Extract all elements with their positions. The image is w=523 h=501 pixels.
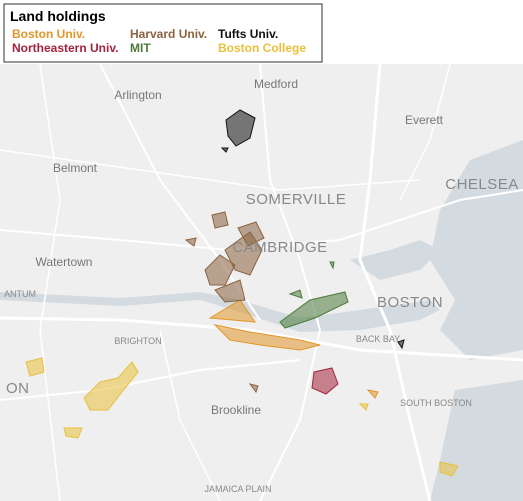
place-label: BACK BAY [356,334,400,344]
water [0,140,523,501]
holding-parcel [214,279,246,303]
land [0,64,523,501]
holdings [25,109,459,477]
legend-entry: Boston Univ. [12,27,85,41]
holding-parcel [225,109,256,147]
holding-parcel [83,361,139,411]
legend-entry: Tufts Univ. [218,27,278,41]
place-label: SOUTH BOSTON [400,398,472,408]
holding-parcel [208,299,257,323]
place-label: Brookline [211,403,261,417]
holding-parcel [439,461,459,477]
holding-parcel [237,221,265,247]
legend-entry: Harvard Univ. [130,27,207,41]
holding-parcel [63,427,83,439]
place-label: Medford [254,77,298,91]
legend-entry: Northeastern Univ. [12,41,118,55]
holding-parcel [358,403,369,411]
place-label: Belmont [53,161,98,175]
legend-entry: Boston College [218,41,306,55]
place-label: Watertown [36,255,93,269]
holding-parcel [25,357,45,377]
holding-parcel [397,339,405,350]
holding-parcel [366,389,379,399]
place-label: CHELSEA [445,176,519,193]
holding-parcel [220,147,229,153]
place-label: SOMERVILLE [246,191,347,208]
holding-parcel [204,254,236,286]
place-labels: Medford Arlington Everett Belmont SOMERVILLE… [4,77,519,494]
place-label: ANTUM [4,289,36,299]
holding-parcel [311,367,339,395]
legend-title: Land holdings [10,8,106,24]
place-label: BOSTON [377,294,443,311]
holding-parcel [213,324,321,351]
legend-entry: MIT [130,41,151,55]
holding-parcel [329,261,335,270]
place-label: JAMAICA PLAIN [204,484,271,494]
legend: Boston Univ. Harvard Univ. Tufts Univ. Nort… [12,27,306,55]
legend-box [3,3,323,63]
holding-parcel [288,289,303,299]
holding-parcel [248,383,259,394]
holding-parcel [211,211,229,229]
place-label: BRIGHTON [114,336,161,346]
holding-parcel [279,291,349,329]
place-label: ON [6,380,30,397]
place-label: CAMBRIDGE [232,239,327,256]
place-label: Everett [405,113,444,127]
place-label: Arlington [114,88,161,102]
holding-parcel [184,237,197,247]
